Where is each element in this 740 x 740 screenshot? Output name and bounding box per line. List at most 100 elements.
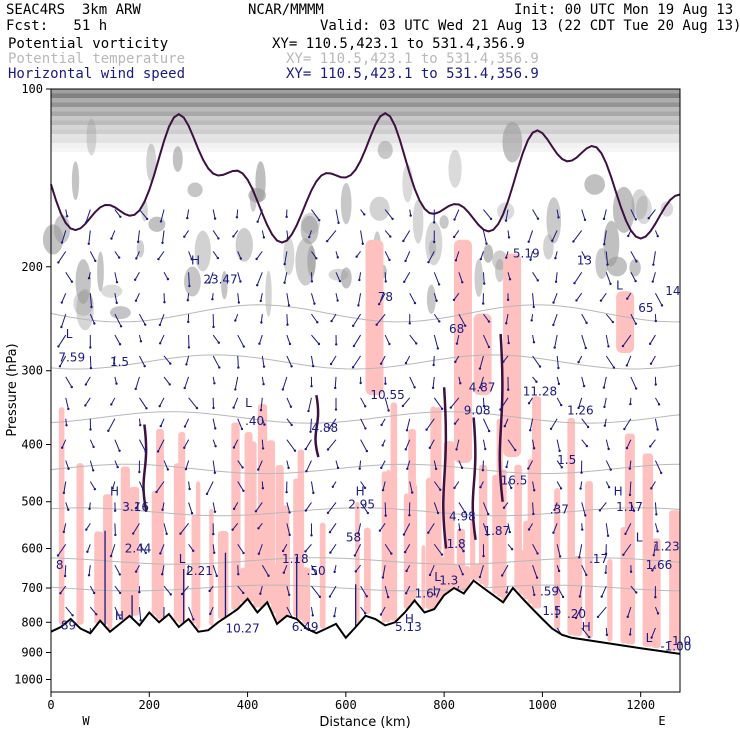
x-tick-label: 1200 xyxy=(626,698,655,712)
shade-blob xyxy=(495,259,505,283)
wind-vector-head xyxy=(314,572,318,576)
wind-vector-head xyxy=(365,595,368,598)
wind-vector xyxy=(261,355,265,367)
wind-vector-head xyxy=(131,532,135,535)
wind-vector-head xyxy=(237,573,240,576)
wind-vector xyxy=(59,355,67,367)
wind-vector-head xyxy=(326,511,330,515)
contour-label: 1.5 xyxy=(110,355,129,369)
field-xy-theta: XY= 110.5,423.1 to 531.4,356.9 xyxy=(286,51,539,67)
wind-vector xyxy=(286,397,292,407)
wind-vector xyxy=(605,355,615,368)
wind-vector-head xyxy=(180,592,184,596)
wind-vector-head xyxy=(118,343,122,346)
wind-vector xyxy=(89,460,94,471)
wind-vector-head xyxy=(405,569,408,573)
wind-vector xyxy=(305,439,312,450)
wind-vector xyxy=(384,502,387,516)
wind-vector-head xyxy=(379,613,383,616)
wind-vector-head xyxy=(169,362,172,365)
wind-vector-head xyxy=(380,466,383,470)
wind-vector-head xyxy=(165,532,168,536)
wind-vector xyxy=(310,481,314,493)
wind-vector-head xyxy=(305,469,308,473)
pv-fill-streak xyxy=(412,483,418,599)
wind-vector-head xyxy=(334,343,338,346)
wind-vector-head xyxy=(481,302,485,305)
wind-vector-head xyxy=(505,591,508,594)
wind-vector xyxy=(360,502,369,514)
wind-vector-head xyxy=(242,591,245,595)
wind-vector-head xyxy=(461,280,464,284)
wind-vector xyxy=(63,481,67,493)
wind-vector-head xyxy=(119,325,123,328)
wind-vector-head xyxy=(390,552,393,555)
wind-vector xyxy=(482,502,489,515)
wind-vector-head xyxy=(634,387,638,390)
wind-vector-head xyxy=(455,448,458,451)
wind-vector-head xyxy=(118,573,122,576)
wind-vector xyxy=(532,334,535,343)
wind-vector-head xyxy=(351,324,355,328)
wind-vector-head xyxy=(487,429,491,433)
contour-label: H xyxy=(614,484,623,498)
wind-vector xyxy=(212,418,216,429)
wind-vector-head xyxy=(67,467,70,470)
wind-vector xyxy=(237,481,244,492)
wind-vector xyxy=(556,209,560,218)
wind-vector-head xyxy=(239,280,242,283)
wind-vector-head xyxy=(401,404,405,408)
wind-vector xyxy=(85,209,91,223)
wind-vector-head xyxy=(328,427,331,430)
wind-vector-head xyxy=(67,508,70,511)
wind-vector-head xyxy=(364,405,367,408)
center-name: NCAR/MMMM xyxy=(248,2,324,18)
wind-vector-head xyxy=(557,382,561,386)
wind-vector xyxy=(630,502,635,511)
wind-vector xyxy=(260,314,263,323)
wind-vector xyxy=(427,523,435,533)
wind-vector-head xyxy=(161,241,164,245)
wind-vector-head xyxy=(288,533,291,537)
wind-vector-head xyxy=(141,488,145,491)
wind-vector xyxy=(286,355,293,367)
wind-vector-head xyxy=(632,509,636,512)
wind-vector-head xyxy=(449,406,453,409)
wind-vector xyxy=(110,544,116,557)
plot-frame xyxy=(50,88,681,693)
wind-vector-head xyxy=(505,256,508,259)
wind-vector-head xyxy=(659,471,663,475)
wind-vector xyxy=(605,313,614,323)
wind-vector xyxy=(626,439,632,449)
wind-vector-head xyxy=(602,217,606,221)
wind-vector-head xyxy=(186,299,190,302)
shade-blob xyxy=(483,244,494,263)
wind-vector-head xyxy=(169,593,172,596)
wind-vector xyxy=(161,230,165,243)
contour-label: 10.55 xyxy=(370,388,404,402)
wind-vector-head xyxy=(329,551,332,554)
wind-vector xyxy=(505,209,509,221)
wind-vector-head xyxy=(88,507,91,511)
wind-vector xyxy=(188,251,193,260)
wind-vector xyxy=(581,627,590,638)
wind-vector-head xyxy=(212,325,215,329)
wind-vector xyxy=(206,481,214,495)
wind-vector-head xyxy=(89,428,92,431)
wind-vector-head xyxy=(255,257,258,261)
wind-vector xyxy=(456,334,460,344)
wind-vector xyxy=(433,293,438,301)
wind-vector-head xyxy=(336,466,340,470)
wind-vector-head xyxy=(179,532,182,535)
wind-vector xyxy=(503,355,509,363)
wind-vector xyxy=(581,376,585,387)
wind-vector-head xyxy=(60,301,64,304)
model-name: SEAC4RS 3km ARW xyxy=(6,2,141,18)
wind-vector xyxy=(532,293,535,307)
wind-vector xyxy=(550,418,558,430)
wind-vector-head xyxy=(404,259,407,263)
wind-vector xyxy=(360,585,368,597)
wind-vector-head xyxy=(510,486,513,490)
wind-vector-head xyxy=(60,446,64,449)
wind-vector xyxy=(139,355,146,367)
